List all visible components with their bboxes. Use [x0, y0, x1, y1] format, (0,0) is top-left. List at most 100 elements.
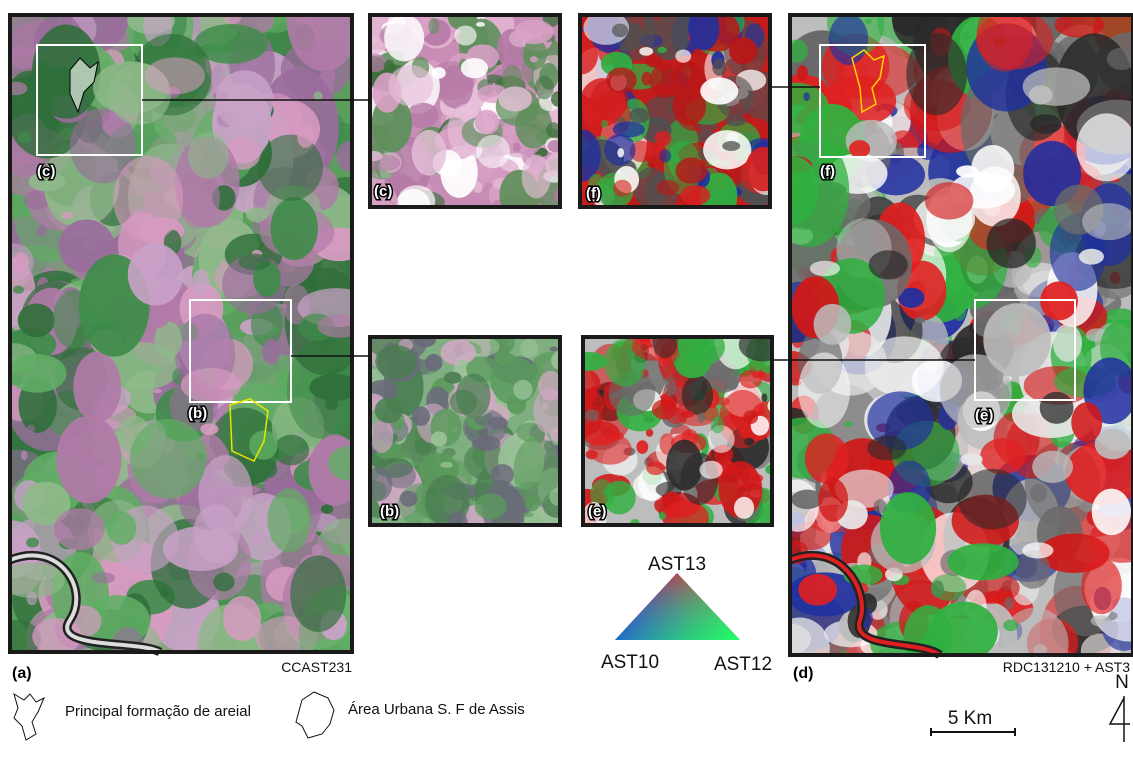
texture [843, 421, 854, 427]
texture [646, 461, 665, 476]
texture [551, 351, 560, 370]
texture [474, 109, 500, 135]
texture [617, 148, 625, 158]
texture [180, 367, 241, 403]
panel-image [370, 15, 560, 207]
texture [583, 352, 608, 371]
texture [743, 410, 759, 425]
texture [1003, 619, 1019, 632]
texture [700, 77, 739, 105]
texture [177, 168, 220, 229]
texture [223, 595, 262, 642]
texture [257, 134, 323, 201]
texture [796, 65, 809, 82]
texture [791, 489, 824, 510]
texture [762, 359, 772, 375]
texture [1015, 550, 1051, 589]
panel-label: (d) [793, 665, 813, 682]
texture [198, 455, 253, 535]
texture [986, 218, 1036, 269]
texture [106, 511, 137, 545]
texture [700, 172, 738, 207]
texture [127, 243, 184, 306]
box-label: (c) [37, 163, 55, 180]
texture [512, 142, 521, 152]
texture [906, 33, 967, 116]
panel-image [370, 337, 560, 525]
texture [1030, 114, 1062, 134]
texture [644, 15, 693, 61]
texture [962, 31, 970, 40]
texture [804, 433, 849, 484]
texture [1001, 607, 1069, 655]
texture [645, 54, 663, 68]
texture [200, 423, 219, 435]
texture [514, 19, 554, 45]
texture [270, 196, 318, 260]
texture [1052, 323, 1083, 363]
texture [960, 453, 983, 466]
texture [1030, 483, 1047, 503]
texture [681, 410, 695, 418]
legend-label: Principal formação de areial [65, 703, 251, 720]
legend-label: Área Urbana S. F de Assis [348, 701, 525, 718]
texture [712, 58, 727, 76]
texture [647, 162, 656, 168]
texture [600, 119, 609, 129]
texture [659, 149, 672, 163]
texture [267, 488, 311, 553]
texture [194, 24, 268, 64]
texture [588, 433, 632, 465]
texture [651, 399, 678, 420]
texture [425, 353, 443, 372]
triangle-label: AST10 [601, 652, 659, 673]
texture [813, 303, 852, 345]
legend-icon [13, 692, 45, 741]
texture [370, 151, 383, 162]
texture [612, 121, 645, 138]
texture [440, 339, 476, 366]
texture [1090, 615, 1111, 627]
texture [17, 131, 32, 144]
texture [1091, 488, 1132, 536]
texture [613, 179, 632, 197]
texture [1022, 542, 1054, 559]
texture [724, 374, 739, 391]
texture [681, 375, 714, 415]
texture [290, 555, 347, 633]
texture [1094, 428, 1131, 460]
texture [580, 129, 601, 182]
texture [317, 314, 352, 338]
texture [488, 416, 509, 430]
texture [790, 39, 808, 63]
texture [583, 501, 607, 525]
texture [803, 92, 810, 102]
texture [320, 504, 334, 514]
texture [23, 190, 52, 210]
texture [513, 379, 533, 400]
texture [297, 125, 314, 148]
texture [710, 416, 725, 434]
texture [798, 573, 838, 606]
texture [390, 505, 401, 520]
texture [490, 356, 538, 406]
texture [658, 511, 666, 520]
texture [448, 510, 468, 525]
imagery [8, 15, 1133, 659]
texture [533, 388, 560, 434]
texture [547, 140, 560, 153]
texture [828, 15, 869, 65]
texture [657, 46, 667, 54]
texture [26, 591, 38, 606]
box-label: (f) [820, 163, 835, 180]
texture [522, 38, 548, 70]
zoom-boxes [36, 44, 1076, 403]
texture [641, 71, 653, 86]
texture [9, 553, 162, 654]
texture [745, 146, 770, 192]
texture [474, 493, 507, 520]
panel-label: (e) [588, 503, 606, 520]
texture [930, 574, 967, 601]
texture [238, 253, 271, 271]
